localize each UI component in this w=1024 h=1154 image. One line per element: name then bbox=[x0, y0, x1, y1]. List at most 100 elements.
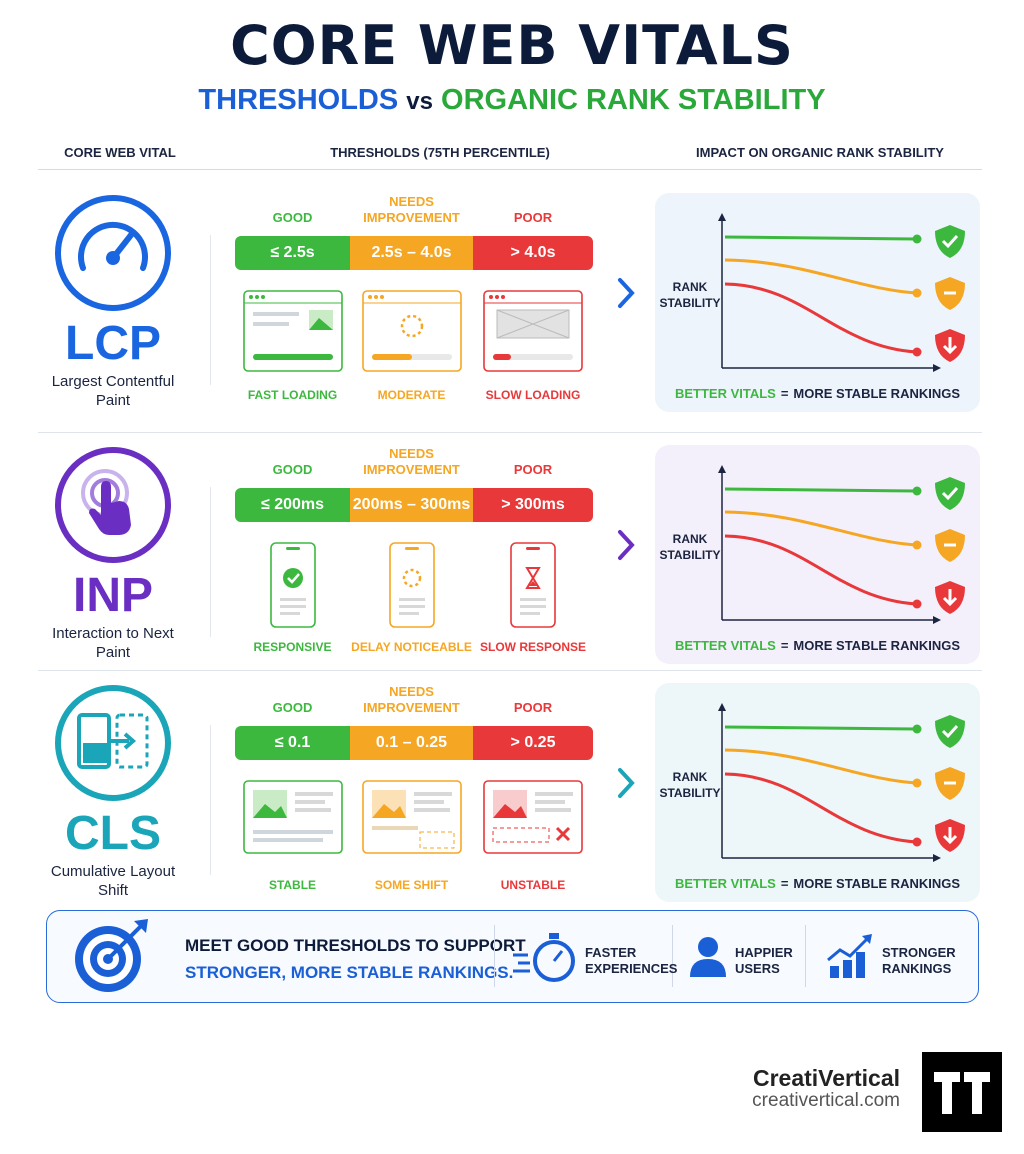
chevron-wrap bbox=[612, 766, 638, 800]
stopwatch-icon bbox=[513, 933, 575, 982]
icon-shape bbox=[294, 808, 331, 812]
icon-shape bbox=[398, 612, 419, 615]
icon-shape bbox=[941, 724, 959, 739]
icon-shape bbox=[535, 808, 571, 812]
icon-shape bbox=[934, 1072, 960, 1114]
benefit: STRONGER RANKINGS bbox=[882, 945, 956, 976]
divider bbox=[494, 925, 495, 987]
chevron bbox=[618, 768, 635, 798]
axis-label: RANK STABILITY bbox=[659, 532, 721, 562]
subtitle-left: THRESHOLDS bbox=[198, 84, 399, 116]
illustration-card-wrap bbox=[242, 290, 343, 372]
brand-logo bbox=[922, 1052, 1002, 1132]
threshold-segment: ≤ 200ms bbox=[235, 488, 350, 522]
icon-shape bbox=[942, 827, 958, 845]
column-rule bbox=[210, 725, 211, 875]
rank-chart-wrap bbox=[655, 683, 980, 868]
illustration-card-wrap bbox=[510, 542, 556, 628]
divider bbox=[805, 925, 806, 987]
icon-shape bbox=[398, 598, 425, 601]
level-caption: SLOW RESPONSE bbox=[479, 640, 586, 654]
divider bbox=[672, 925, 673, 987]
icon-shape bbox=[912, 288, 922, 298]
icon-shape bbox=[252, 354, 333, 360]
threshold-segment: 0.1 – 0.25 bbox=[350, 726, 473, 760]
threshold-bar: ≤ 0.1 0.1 – 0.25 > 0.25 bbox=[235, 726, 593, 760]
icon-shape bbox=[724, 487, 918, 493]
header-rule bbox=[38, 169, 982, 170]
level-caption: SOME SHIFT bbox=[374, 878, 449, 892]
chevron bbox=[618, 530, 635, 560]
icon-shape bbox=[493, 354, 573, 360]
title: CORE WEB VITALS bbox=[230, 14, 794, 77]
illustration-card-wrap bbox=[361, 780, 462, 854]
icon-shape bbox=[555, 826, 571, 842]
illustration-card-wrap bbox=[483, 780, 583, 854]
icon-shape bbox=[489, 295, 493, 299]
column-rule bbox=[210, 235, 211, 385]
icon-shape bbox=[520, 605, 546, 608]
threshold-segment: 2.5s – 4.0s bbox=[350, 236, 473, 270]
metric-icon bbox=[55, 195, 171, 311]
icon-shape bbox=[134, 919, 148, 933]
level-label: POOR bbox=[513, 210, 553, 225]
icon-shape bbox=[501, 295, 505, 299]
illustration-card bbox=[269, 542, 316, 628]
threshold-bar: ≤ 200ms 200ms – 300ms > 300ms bbox=[235, 488, 593, 522]
icon-shape bbox=[248, 295, 253, 299]
illustration-card-wrap bbox=[388, 542, 435, 628]
icon-shape bbox=[724, 725, 918, 731]
illustration-card bbox=[361, 290, 462, 372]
icon-shape bbox=[367, 295, 372, 299]
metric-name: Largest Contentful Paint bbox=[51, 373, 175, 409]
metric-acronym: INP bbox=[72, 569, 153, 622]
threshold-segment: ≤ 2.5s bbox=[235, 236, 350, 270]
level-label: GOOD bbox=[272, 700, 313, 715]
chart-footer-text: = bbox=[780, 876, 789, 891]
icon-shape bbox=[724, 510, 918, 547]
icon-shape bbox=[935, 225, 965, 258]
icon-shape bbox=[525, 567, 541, 589]
icon-shape bbox=[724, 282, 918, 354]
icon-shape bbox=[718, 465, 726, 473]
impact-panel bbox=[655, 445, 980, 664]
level-label: NEEDS IMPROVEMENT bbox=[363, 194, 460, 225]
icon-shape bbox=[935, 477, 965, 510]
subtitle-vs: vs bbox=[406, 88, 433, 115]
icon-shape bbox=[912, 724, 922, 734]
illustration-card bbox=[388, 542, 435, 628]
icon-shape bbox=[724, 772, 918, 844]
chart-footer-text: BETTER VITALS bbox=[674, 638, 776, 653]
icon-shape bbox=[935, 715, 965, 748]
axis-label: RANK STABILITY bbox=[659, 280, 721, 310]
icon-shape bbox=[77, 713, 111, 769]
illustration-card-wrap bbox=[361, 290, 462, 372]
chevron-wrap bbox=[612, 276, 638, 310]
icon-shape bbox=[252, 838, 323, 842]
growth-icon bbox=[827, 934, 872, 978]
threshold-bar: ≤ 2.5s 2.5s – 4.0s > 4.0s bbox=[235, 236, 593, 270]
icon-shape bbox=[827, 936, 870, 962]
level-caption: DELAY NOTICEABLE bbox=[351, 640, 472, 654]
icon-shape bbox=[830, 966, 839, 978]
level-caption: STABLE bbox=[268, 878, 317, 892]
chart-footer: BETTER VITALS = MORE STABLE RANKINGS bbox=[655, 638, 980, 653]
icon-shape bbox=[285, 547, 300, 550]
level-label: GOOD bbox=[272, 210, 313, 225]
illustration-card-wrap bbox=[483, 290, 583, 372]
threshold-segment: > 300ms bbox=[473, 488, 593, 522]
metric-icon bbox=[55, 447, 171, 563]
icon-shape bbox=[843, 960, 852, 978]
chart-footer-text: BETTER VITALS bbox=[674, 386, 776, 401]
icon-shape bbox=[371, 804, 406, 818]
icon-shape bbox=[260, 295, 265, 299]
icon-shape bbox=[400, 314, 423, 338]
icon-shape bbox=[254, 295, 259, 299]
brand-url: creativertical.com bbox=[752, 1090, 900, 1111]
chevron bbox=[618, 278, 635, 308]
icon-shape bbox=[294, 800, 325, 804]
banner-line: STRONGER, MORE STABLE RANKINGS. bbox=[185, 963, 514, 982]
icon-shape bbox=[942, 337, 958, 355]
icon-shape bbox=[912, 778, 922, 788]
icon-shape bbox=[496, 309, 570, 339]
